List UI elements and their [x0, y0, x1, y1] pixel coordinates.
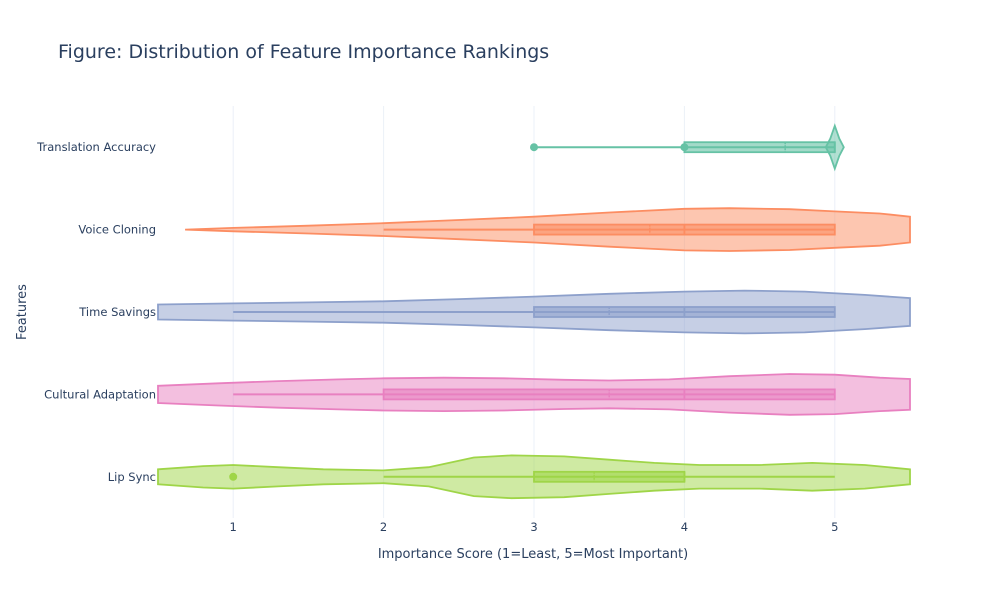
iqr-box	[533, 470, 686, 483]
violin-group	[530, 123, 845, 172]
x-axis-ticks: 1 2 3 4 5	[230, 520, 839, 534]
y-tick-label: Lip Sync	[108, 470, 156, 484]
plot-area	[157, 123, 911, 500]
x-axis-title: Importance Score (1=Least, 5=Most Import…	[378, 547, 688, 562]
violin-group	[157, 373, 911, 416]
y-tick-label: Time Savings	[78, 305, 156, 319]
y-axis-title: Features	[15, 284, 30, 340]
x-tick-label: 4	[681, 520, 688, 534]
y-axis-ticks: Lip Sync Cultural Adaptation Time Savings V…	[36, 140, 156, 484]
violin-group	[157, 289, 911, 335]
x-tick-label: 1	[230, 520, 237, 534]
y-tick-label: Voice Cloning	[78, 223, 156, 237]
y-tick-label: Translation Accuracy	[36, 140, 156, 154]
chart-title: Figure: Distribution of Feature Importan…	[58, 41, 549, 63]
violin-group	[157, 454, 911, 500]
x-tick-label: 5	[831, 520, 838, 534]
x-tick-label: 2	[380, 520, 387, 534]
x-tick-label: 3	[530, 520, 537, 534]
outlier-point	[680, 143, 689, 152]
outlier-point	[229, 472, 238, 481]
violin-group	[185, 207, 911, 252]
y-tick-label: Cultural Adaptation	[44, 387, 156, 401]
iqr-box	[683, 141, 836, 154]
outlier-point	[530, 143, 538, 152]
